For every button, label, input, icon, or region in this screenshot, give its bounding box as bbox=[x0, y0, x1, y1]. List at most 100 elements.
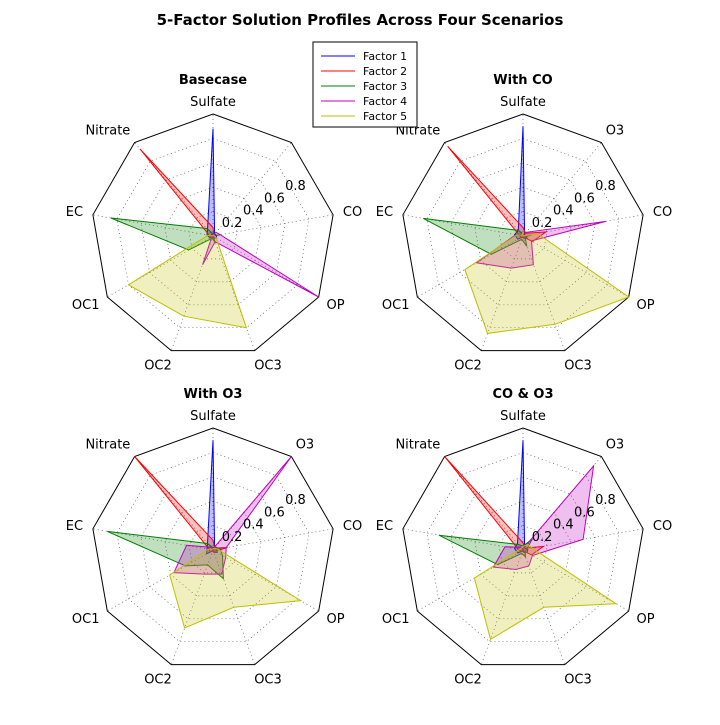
axis-label-ec: EC bbox=[376, 519, 393, 534]
radar-panel-with-o3: 0.20.40.60.8 Sulfate O3 CO OP OC3 OC2 OC1 EC Nitr… bbox=[66, 387, 362, 688]
radar-grid-ring bbox=[426, 138, 620, 329]
axis-label-o3: O3 bbox=[606, 437, 625, 452]
series-factor-5 bbox=[127, 234, 248, 329]
legend-label: Factor 5 bbox=[363, 110, 407, 123]
radial-tick-label: 0.6 bbox=[574, 505, 595, 520]
series-factor-5 bbox=[473, 543, 618, 641]
series-factor-2 bbox=[444, 456, 546, 556]
radial-tick-label: 0.2 bbox=[532, 530, 553, 545]
axis-label-oc2: OC2 bbox=[454, 359, 482, 374]
series-factor-4 bbox=[173, 456, 292, 575]
radar-spoke bbox=[417, 235, 524, 298]
radial-tick-label: 0.4 bbox=[553, 518, 574, 533]
radar-frame bbox=[402, 113, 644, 352]
axis-label-co: CO bbox=[653, 519, 672, 534]
radial-tick-label: 0.4 bbox=[243, 518, 264, 533]
axis-label-ec: EC bbox=[66, 205, 83, 220]
series-factor-5 bbox=[169, 547, 303, 629]
radar-frame bbox=[402, 427, 644, 666]
axis-label-sulfate: Sulfate bbox=[190, 409, 236, 424]
radar-spoke bbox=[402, 214, 524, 237]
legend-label: Factor 4 bbox=[363, 95, 407, 108]
legend-item-factor-1: Factor 1 bbox=[321, 50, 407, 63]
radar-spoke bbox=[522, 235, 629, 298]
radar-spoke bbox=[417, 549, 524, 612]
radar-grid-ring bbox=[116, 452, 310, 643]
radar-spoke bbox=[212, 528, 334, 551]
legend: Factor 1 Factor 2 Factor 3 Factor 4 Factor 5 bbox=[312, 41, 418, 128]
axis-label-oc1: OC1 bbox=[382, 612, 410, 627]
axis-label-co: CO bbox=[653, 205, 672, 220]
legend-item-factor-2: Factor 2 bbox=[321, 65, 407, 78]
axis-label-co: CO bbox=[343, 205, 362, 220]
panel-title: With O3 bbox=[184, 387, 243, 402]
series-factor-4 bbox=[492, 464, 595, 571]
radar-spoke bbox=[92, 214, 214, 237]
panel-title: CO & O3 bbox=[492, 387, 553, 402]
radial-tick-label: 0.4 bbox=[553, 204, 574, 219]
axis-label-nitrate: Nitrate bbox=[85, 437, 130, 452]
radar-panel-co-o3: 0.20.40.60.8 Sulfate O3 CO OP OC3 OC2 OC1 EC Nitr… bbox=[376, 387, 672, 688]
radar-spoke bbox=[522, 235, 566, 351]
axis-label-ec: EC bbox=[376, 205, 393, 220]
axis-label-op: OP bbox=[637, 298, 655, 313]
radar-spoke bbox=[212, 142, 292, 237]
radar-spoke bbox=[212, 456, 292, 551]
radial-tick-label: 0.8 bbox=[595, 179, 616, 194]
panel-title: With CO bbox=[493, 73, 552, 88]
series-factor-3 bbox=[107, 530, 224, 580]
legend-label: Factor 1 bbox=[363, 50, 407, 63]
radial-tick-label: 0.2 bbox=[222, 530, 243, 545]
axis-label-sulfate: Sulfate bbox=[500, 95, 546, 110]
axis-label-oc2: OC2 bbox=[144, 673, 172, 688]
radial-tick-label: 0.8 bbox=[285, 493, 306, 508]
panel-title: Basecase bbox=[179, 73, 247, 88]
radar-spoke bbox=[212, 549, 319, 612]
axis-label-oc1: OC1 bbox=[72, 612, 100, 627]
radar-spoke bbox=[522, 456, 602, 551]
series-factor-2 bbox=[447, 145, 548, 243]
legend-label: Factor 3 bbox=[363, 80, 407, 93]
radial-tick-label: 0.6 bbox=[574, 191, 595, 206]
axis-label-oc1: OC1 bbox=[382, 298, 410, 313]
series-factor-4 bbox=[202, 231, 319, 298]
radar-spoke bbox=[170, 549, 214, 665]
radar-spoke bbox=[212, 214, 334, 237]
legend-label: Factor 2 bbox=[363, 65, 407, 78]
axis-label-op: OP bbox=[637, 612, 655, 627]
axis-label-oc3: OC3 bbox=[254, 359, 282, 374]
figure-title: 5-Factor Solution Profiles Across Four S… bbox=[157, 11, 564, 29]
axis-label-o3: O3 bbox=[606, 123, 625, 138]
radar-spoke bbox=[522, 142, 602, 237]
axis-label-oc2: OC2 bbox=[454, 673, 482, 688]
axis-label-oc3: OC3 bbox=[564, 359, 592, 374]
axis-label-sulfate: Sulfate bbox=[190, 95, 236, 110]
legend-box bbox=[312, 41, 418, 128]
radar-spoke bbox=[480, 235, 524, 351]
radar-spoke bbox=[522, 549, 629, 612]
axis-label-op: OP bbox=[327, 298, 345, 313]
radial-tick-label: 0.8 bbox=[595, 493, 616, 508]
radar-grid-ring bbox=[116, 138, 310, 329]
legend-item-factor-4: Factor 4 bbox=[321, 95, 407, 108]
axis-label-nitrate: Nitrate bbox=[395, 437, 440, 452]
axis-label-oc3: OC3 bbox=[254, 673, 282, 688]
axis-label-oc2: OC2 bbox=[144, 359, 172, 374]
radar-spoke bbox=[134, 142, 214, 237]
radial-tick-label: 0.2 bbox=[222, 216, 243, 231]
axis-label-co: CO bbox=[343, 519, 362, 534]
radar-spoke bbox=[444, 456, 524, 551]
series-factor-3 bbox=[438, 534, 533, 566]
radar-spoke bbox=[107, 549, 214, 612]
series-factor-4 bbox=[475, 220, 607, 269]
radar-spoke bbox=[92, 528, 214, 551]
radial-tick-label: 0.6 bbox=[264, 505, 285, 520]
radar-frame bbox=[92, 427, 334, 666]
radar-grid-ring bbox=[426, 452, 620, 643]
series-factor-5 bbox=[464, 232, 630, 334]
radar-spoke bbox=[212, 235, 319, 298]
radar-spoke bbox=[402, 528, 524, 551]
axis-label-sulfate: Sulfate bbox=[500, 409, 546, 424]
radar-panel-basecase: 0.20.40.60.8 Sulfate CO OP OC3 OC2 OC1 EC Nitrat… bbox=[66, 73, 362, 374]
